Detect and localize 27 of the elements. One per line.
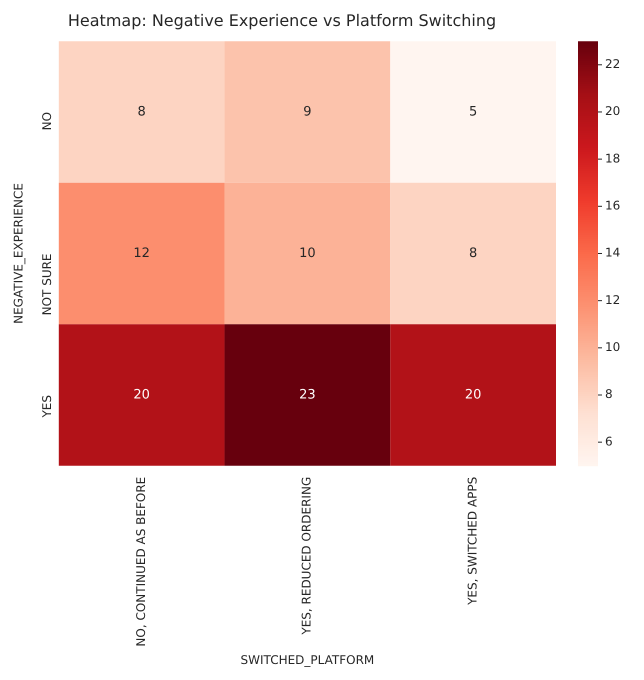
color-bar-label: 22 — [605, 56, 620, 71]
data-label: 20 — [464, 387, 482, 402]
data-label: 5 — [468, 104, 478, 120]
y-axis-title: NEGATIVE_EXPERIENCE — [11, 183, 26, 324]
data-label: 23 — [299, 387, 316, 402]
x-tick-label: YES, SWITCHED APPS — [465, 476, 480, 606]
y-tick-label: NOT SURE — [40, 253, 54, 316]
chart-title: Heatmap: Negative Experience vs Platform Switching — [68, 10, 496, 30]
color-bar-label: 14 — [605, 246, 620, 260]
data-label: 20 — [133, 387, 150, 402]
data-label: 8 — [138, 104, 146, 120]
y-tick-label: YES — [40, 395, 54, 419]
y-tick-label: NO — [40, 112, 54, 130]
x-axis-title: SWITCHED_PLATFORM — [240, 652, 374, 667]
data-label: 8 — [468, 246, 478, 261]
data-label: 12 — [133, 246, 150, 261]
color-bar-label: 16 — [605, 198, 620, 212]
data-label: 10 — [299, 246, 316, 261]
color-bar-label: 8 — [605, 387, 613, 402]
color-bar-label: 12 — [605, 292, 620, 307]
x-tick-label: YES, REDUCED ORDERING — [300, 476, 314, 636]
x-tick-label: NO, CONTINUED AS BEFORE — [134, 476, 148, 647]
color-bar-label: 6 — [605, 434, 613, 448]
color-bar-label: 18 — [605, 151, 620, 166]
color-bar-label: 10 — [605, 340, 620, 354]
color-bar-label: 20 — [605, 104, 620, 118]
data-label: 9 — [303, 104, 312, 120]
